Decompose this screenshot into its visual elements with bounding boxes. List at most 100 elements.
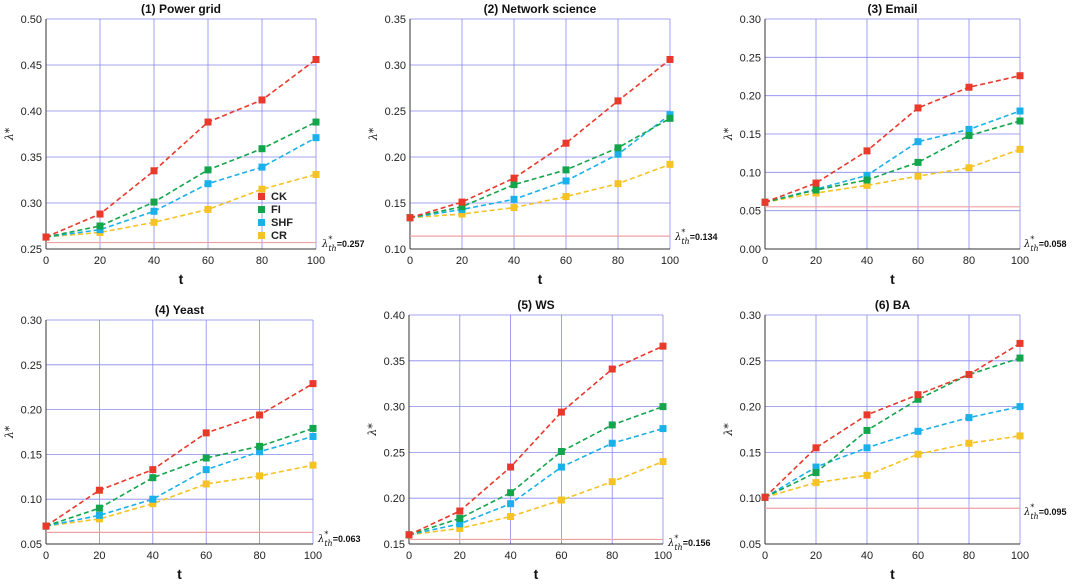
- x-tick-label: 100: [1011, 550, 1029, 562]
- data-point-shf: [309, 432, 317, 440]
- threshold-label: λ* th=0.095: [1023, 503, 1067, 521]
- y-tick-label: 0.10: [740, 493, 761, 505]
- x-tick-label: 80: [963, 255, 975, 267]
- legend-label-shf: SHF: [271, 217, 293, 229]
- data-point-shf: [666, 111, 674, 119]
- series-line-fi: [45, 121, 317, 238]
- x-axis-label: t: [890, 271, 895, 287]
- data-point-ck: [405, 531, 413, 539]
- series-line-fi: [45, 427, 314, 527]
- x-tick-label: 20: [454, 550, 466, 562]
- x-tick-label: 80: [253, 550, 265, 562]
- threshold-label: λ* th=0.058: [1023, 235, 1067, 253]
- data-point-fi: [965, 132, 973, 140]
- data-point-cr: [510, 204, 518, 212]
- y-axis-label: λ*: [722, 127, 735, 141]
- y-tick-label: 0.20: [384, 493, 405, 505]
- data-point-ck: [202, 429, 210, 437]
- data-point-ck: [863, 147, 871, 155]
- x-tick-label: 40: [504, 550, 516, 562]
- data-point-fi: [557, 447, 565, 455]
- y-tick-label: 0.30: [21, 315, 42, 327]
- x-tick-label: 20: [810, 255, 822, 267]
- x-tick-label: 60: [912, 550, 924, 562]
- chart-panel-6: 0.05 0.10 0.15 0.20 0.25 0.30 0 20 40 60 80 100 (6) …: [722, 298, 1067, 582]
- y-tick-label: 0.20: [385, 152, 406, 164]
- data-point-cr: [202, 480, 210, 488]
- y-tick-label: 0.25: [740, 52, 761, 64]
- legend-swatch-ck: [258, 193, 265, 200]
- data-point-shf: [312, 134, 320, 142]
- data-point-ck: [666, 55, 674, 63]
- x-tick-label: 60: [560, 255, 572, 267]
- data-point-ck: [258, 96, 266, 104]
- data-point-cr: [659, 458, 667, 466]
- series-line-fi: [409, 117, 671, 219]
- x-axis-label: t: [890, 566, 895, 582]
- x-tick-label: 20: [93, 550, 105, 562]
- data-point-ck: [510, 174, 518, 182]
- y-tick-label: 0.35: [385, 14, 406, 26]
- data-point-fi: [863, 176, 871, 184]
- data-point-ck: [456, 507, 464, 515]
- legend-label-cr: CR: [271, 230, 287, 242]
- chart-panel-4: 0.05 0.10 0.15 0.20 0.25 0.30 0 20 40 60 80 100 (4) …: [3, 303, 361, 582]
- x-tick-label: 20: [94, 255, 106, 267]
- data-point-cr: [965, 164, 973, 172]
- series-line-cr: [764, 435, 1021, 499]
- data-point-shf: [150, 207, 158, 215]
- data-point-cr: [914, 172, 922, 180]
- data-point-cr: [458, 210, 466, 218]
- x-axis-label: t: [179, 271, 184, 287]
- data-point-shf: [507, 500, 515, 508]
- data-point-ck: [965, 83, 973, 91]
- series-line-ck: [764, 342, 1021, 498]
- data-point-shf: [256, 448, 264, 456]
- chart-panel-3: 0.00 0.05 0.10 0.15 0.20 0.25 0.30 0 20 40 60 80 100…: [722, 2, 1067, 287]
- x-tick-label: 40: [148, 255, 160, 267]
- y-tick-label: 0.30: [384, 402, 405, 414]
- data-point-ck: [95, 486, 103, 494]
- data-point-ck: [458, 198, 466, 206]
- y-axis-label: λ*: [722, 423, 735, 437]
- series-line-fi: [764, 357, 1021, 499]
- data-point-ck: [608, 365, 616, 373]
- y-tick-label: 0.20: [740, 402, 761, 414]
- legend-swatch-shf: [258, 219, 265, 226]
- data-point-shf: [614, 150, 622, 158]
- data-point-cr: [965, 439, 973, 447]
- y-tick-label: 0.15: [740, 447, 761, 459]
- data-point-shf: [557, 463, 565, 471]
- data-point-ck: [557, 408, 565, 416]
- y-axis-label: λ*: [3, 425, 16, 439]
- y-tick-label: 0.40: [384, 310, 405, 322]
- series-line-fi: [764, 120, 1021, 204]
- data-point-ck: [914, 104, 922, 112]
- y-tick-label: 0.30: [740, 310, 761, 322]
- data-point-fi: [562, 166, 570, 174]
- data-point-ck: [204, 118, 212, 126]
- data-point-ck: [562, 139, 570, 147]
- legend-label-fi: FI: [271, 204, 281, 216]
- y-tick-label: 0.50: [21, 14, 42, 26]
- data-point-shf: [608, 439, 616, 447]
- data-point-ck: [507, 463, 515, 471]
- x-tick-label: 0: [43, 255, 49, 267]
- data-point-shf: [914, 138, 922, 146]
- series-line-ck: [45, 382, 314, 527]
- data-point-fi: [202, 454, 210, 462]
- threshold-label: λ* th=0.063: [317, 530, 361, 548]
- data-point-ck: [761, 198, 769, 206]
- x-tick-label: 80: [606, 550, 618, 562]
- data-point-cr: [256, 472, 264, 480]
- x-tick-label: 100: [654, 550, 672, 562]
- x-tick-label: 60: [202, 255, 214, 267]
- series-line-cr: [45, 464, 314, 527]
- data-point-fi: [456, 514, 464, 522]
- data-point-shf: [914, 427, 922, 435]
- data-point-cr: [557, 496, 565, 504]
- threshold-label: λ* th=0.156: [667, 534, 711, 552]
- y-tick-label: 0.30: [740, 14, 761, 26]
- series-line-shf: [409, 114, 671, 219]
- data-point-cr: [914, 450, 922, 458]
